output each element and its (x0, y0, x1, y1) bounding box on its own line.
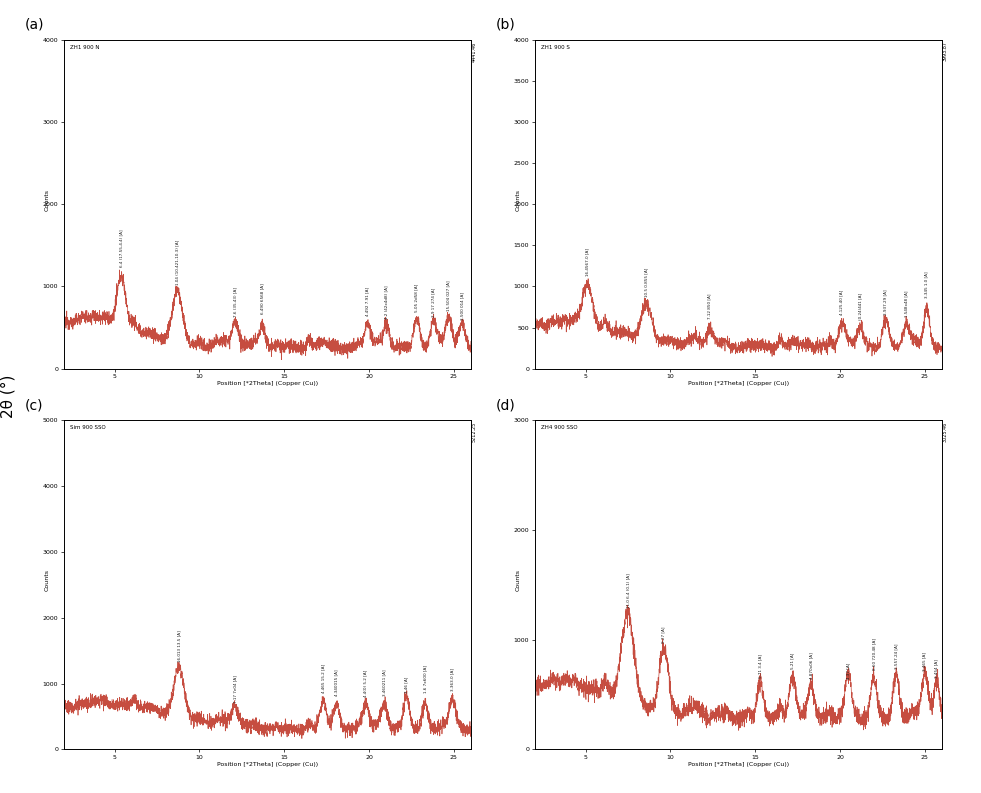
Text: (d): (d) (495, 398, 515, 412)
X-axis label: Position [*2Theta] (Copper (Cu)): Position [*2Theta] (Copper (Cu)) (688, 762, 789, 767)
Text: 4.340015 [A]: 4.340015 [A] (335, 669, 338, 696)
Text: Counts: Counts (515, 569, 521, 592)
Text: 6.4 (17.55-4.4) [A]: 6.4 (17.55-4.4) [A] (120, 229, 124, 266)
Text: Counts: Counts (44, 189, 50, 211)
Text: 3.465 [A]: 3.465 [A] (923, 653, 927, 672)
Text: 1.04 (10.421-10.3) [A]: 1.04 (10.421-10.3) [A] (176, 239, 180, 285)
Text: ZH1 900 S: ZH1 900 S (541, 44, 570, 50)
Text: Counts: Counts (44, 569, 50, 592)
Text: ZH1 900 N: ZH1 900 N (70, 44, 99, 50)
X-axis label: Position [*2Theta] (Copper (Cu)): Position [*2Theta] (Copper (Cu)) (688, 381, 789, 386)
Text: 4.2 (42x4d8) [A]: 4.2 (42x4d8) [A] (385, 285, 388, 319)
Text: 16.4567.0 [A]: 16.4567.0 [A] (586, 248, 590, 276)
Text: 1.548x48 [A]: 1.548x48 [A] (904, 290, 908, 316)
Text: 16.013 13.5 [A]: 16.013 13.5 [A] (178, 630, 181, 662)
Text: (0.24)441 [A]: (0.24)441 [A] (858, 293, 862, 320)
Text: ZH4 900 SSO: ZH4 900 SSO (541, 425, 578, 431)
Text: 2θ (°): 2θ (°) (0, 375, 16, 418)
Text: 3.500 014 [A]: 3.500 014 [A] (460, 292, 464, 320)
Text: 5.05 2d58 [A]: 5.05 2d58 [A] (415, 284, 419, 312)
Text: 4.37 [A]: 4.37 [A] (847, 662, 851, 679)
Text: 8.60 720.48 [A]: 8.60 720.48 [A] (872, 638, 876, 670)
Text: 4.870x06 [A]: 4.870x06 [A] (809, 653, 813, 679)
Text: 3.454 [A]: 3.454 [A] (935, 659, 939, 678)
Text: 4441.46: 4441.46 (472, 41, 477, 62)
Text: 9.27 [A]: 9.27 [A] (661, 627, 665, 643)
Text: 3.460211 [A]: 3.460211 [A] (383, 670, 387, 696)
Text: 11.0 6.4 (0.1) [A]: 11.0 6.4 (0.1) [A] (626, 573, 630, 607)
Text: 3.937.29 [A]: 3.937.29 [A] (884, 289, 888, 315)
Text: 7.12 850 [A]: 7.12 850 [A] (707, 294, 711, 320)
X-axis label: Position [*2Theta] (Copper (Cu)): Position [*2Theta] (Copper (Cu)) (217, 381, 318, 386)
Text: (a): (a) (25, 17, 44, 32)
Text: Sim 900 SSO: Sim 900 SSO (70, 425, 106, 431)
Text: 7.6 (35.43) [A]: 7.6 (35.43) [A] (233, 286, 237, 316)
Text: 4.125.40 [A]: 4.125.40 [A] (840, 290, 844, 316)
Text: (c): (c) (25, 398, 43, 412)
Text: 15.504 027 [A]: 15.504 027 [A] (446, 280, 451, 311)
Text: 3025.46: 3025.46 (943, 422, 948, 442)
Text: 5212.25: 5212.25 (472, 422, 477, 442)
Text: Counts: Counts (515, 189, 521, 211)
Text: (b): (b) (495, 17, 515, 32)
Text: 3.557.24 [A]: 3.557.24 [A] (894, 643, 898, 668)
Text: 3.46 [A]: 3.46 [A] (404, 677, 408, 693)
Text: 7.17 7e04 [A]: 7.17 7e04 [A] (233, 675, 237, 703)
Text: 5.71 3.4 [A]: 5.71 3.4 [A] (758, 654, 762, 678)
Text: 2.9 17 274 [A]: 2.9 17 274 [A] (432, 287, 436, 316)
Text: 4.4(0) 5.2 [A]: 4.4(0) 5.2 [A] (364, 670, 368, 697)
Text: 1.6 7x600 [A]: 1.6 7x600 [A] (423, 665, 427, 693)
Text: 5.21 [A]: 5.21 [A] (791, 653, 795, 669)
Text: 4.492 7.91 [A]: 4.492 7.91 [A] (365, 287, 370, 316)
X-axis label: Position [*2Theta] (Copper (Cu)): Position [*2Theta] (Copper (Cu)) (217, 762, 318, 767)
Text: 6.490 6568 [A]: 6.490 6568 [A] (260, 283, 264, 314)
Text: 4.465 15.2 [A]: 4.465 15.2 [A] (322, 664, 326, 693)
Text: 3993.87: 3993.87 (943, 41, 948, 61)
Text: 10.5 0.855 [A]: 10.5 0.855 [A] (645, 267, 648, 297)
Text: 3.345 1.0 [A]: 3.345 1.0 [A] (924, 271, 928, 298)
Text: 3.363.0 [A]: 3.363.0 [A] (450, 668, 454, 691)
